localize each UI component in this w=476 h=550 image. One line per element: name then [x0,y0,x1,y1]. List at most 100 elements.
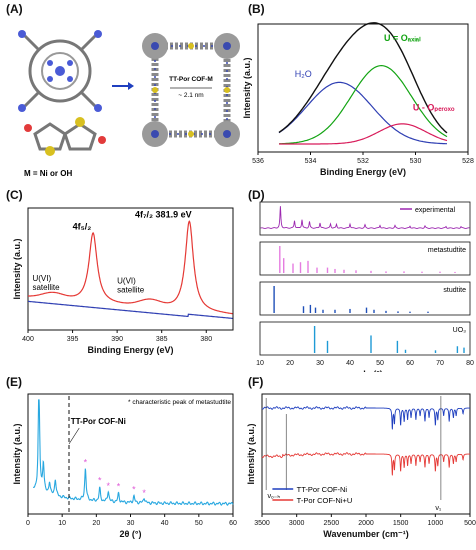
b-series-u-oaxial [278,64,448,145]
panel-d-chart: experimental metastudtite studtite UO₃ 10 20 3… [256,201,474,372]
d-label-studtite: studtite [443,287,466,294]
pore-label: ~ 2.1 nm [178,92,203,99]
c-annotation-4f72: 4f₇/₂ 381.9 eV [135,209,192,219]
panel-c-chart: 400 395 390 385 380 Binding Energy (eV) Intens… [12,207,234,355]
c-x-tick-label: 380 [200,336,212,343]
f-x-axis-label: Wavenumber (cm⁻¹) [323,529,408,539]
d-x-tick-label: 80 [466,360,474,367]
c-x-tick-label: 400 [22,336,34,343]
d-x-tick-label: 60 [406,360,414,367]
f-y-axis-label: Intensity (a.u.) [246,423,256,484]
b-y-axis-label: Intensity (a.u.) [242,57,252,118]
e-x-tick-label: 60 [229,520,237,527]
e-star-marker: * [84,458,88,468]
c-y-axis-label: Intensity (a.u.) [12,238,22,299]
f-x-tick-label: 1500 [393,520,409,527]
e-star-marker: * [98,476,102,486]
d-x-tick-label: 40 [346,360,354,367]
b-x-tick-label: 530 [410,158,422,165]
d-x-tick-label: 70 [436,360,444,367]
d-legend-experimental: experimental [415,207,456,214]
d-label-metastudtite: metastudtite [428,247,466,254]
e-x-tick-label: 20 [92,520,100,527]
arrow-icon [112,82,134,90]
porphyrin-molecule [18,30,102,112]
cof-label: TT-Por COF-M [169,76,213,83]
d-x-tick-label: 10 [256,360,264,367]
b-series-envelope [278,22,448,134]
thiophene-linker [24,117,106,156]
c-annotation-satellite-2b: satellite [117,285,145,294]
e-marker-pointer [68,427,80,445]
panel-b-chart: 536 534 532 530 528 Binding Energy (eV) Intens… [242,22,474,177]
metal-label: M = Ni or OH [24,169,72,178]
b-x-tick-label: 534 [305,158,317,165]
b-series-u-operoxo [279,123,448,145]
d-subplot-frame-uo- [259,321,471,356]
f-x-tick-label: 2500 [324,520,340,527]
e-star-marker: * [107,481,111,491]
panel-e-chart: 0 10 20 30 40 50 60 2θ (°) Intensity (a.u.) TT-Po… [12,393,237,539]
f-series-t-por-cof-ni-u [261,452,470,476]
d-series-experimental [260,206,470,229]
f-x-tick-label: 3000 [289,520,305,527]
d-subplot-frame-experimental [259,201,471,236]
d-x-axis-label: angle (°) [347,369,383,372]
e-series-xrd [32,399,234,506]
f-annotation-vu: ν₁ [435,505,442,512]
b-annotation-u-operoxo: U - Oₚₑᵣₒₓₒ [413,102,455,112]
e-x-tick-label: 0 [26,520,30,527]
d-subplot-frame-studtite [259,281,471,316]
panel-f-chart: 3500 3000 2500 2000 1500 1000 500 Wavenumber (c… [246,393,476,539]
e-star-marker: * [142,488,146,498]
panel-label-b: (B) [248,2,265,16]
c-series-background [28,300,233,319]
e-x-tick-label: 30 [127,520,135,527]
f-series-tt-por-cof-ni [261,406,470,430]
d-label-uo-: UO₃ [453,327,467,334]
c-annotation-satellite-1b: satellite [32,283,60,292]
b-series-h2o [278,81,447,145]
panel-label-c: (C) [6,188,23,202]
f-x-tick-label: 500 [464,520,476,527]
c-annotation-satellite-2: U(VI) [117,276,136,285]
f-legend-t-por-cof-ni-u: T-Por COF-Ni+U [297,496,353,505]
e-star-marker: * [132,484,136,494]
c-annotation-satellite-1: U(VI) [32,274,51,283]
b-annotation-u-oaxial: U = Oₐₓᵢₐₗ [384,33,421,43]
b-plot-frame [257,23,469,153]
e-note: * characteristic peak of metastudtite [128,399,231,406]
f-legend-tt-por-cof-ni: TT-Por COF-Ni [297,485,348,494]
c-x-tick-label: 385 [156,336,168,343]
b-x-tick-label: 528 [462,158,474,165]
b-annotation-h2o: H₂O [295,69,312,79]
panel-label-e: (E) [6,375,22,389]
c-x-axis-label: Binding Energy (eV) [87,345,173,355]
d-x-tick-label: 30 [316,360,324,367]
f-x-tick-label: 3500 [254,520,270,527]
c-x-tick-label: 395 [67,336,79,343]
b-x-axis-label: Binding Energy (eV) [320,167,406,177]
c-plot-frame [27,207,234,331]
c-annotation-4f52: 4f₅/₂ [73,222,92,232]
f-annotation-voh: νₒ₋ₕ [268,493,281,500]
e-y-axis-label: Intensity (a.u.) [12,423,22,484]
e-x-tick-label: 50 [195,520,203,527]
d-subplot-frame-metastudtite [259,241,471,276]
e-x-tick-label: 10 [58,520,66,527]
e-x-axis-label: 2θ (°) [120,529,142,539]
panel-a-structures: M = Ni or OH TT-Por COF-M ~ 2.1 nm [18,30,240,178]
e-marker-label: TT-Por COF-Ni [71,417,126,426]
panel-label-d: (D) [248,188,265,202]
e-star-marker: * [117,481,121,491]
panel-label-a: (A) [6,2,23,16]
d-x-tick-label: 20 [286,360,294,367]
c-series-adsorbed [28,220,233,315]
panel-label-f: (F) [248,375,264,389]
b-x-tick-label: 536 [252,158,264,165]
f-x-tick-label: 2000 [358,520,374,527]
cof-framework [142,33,240,147]
e-x-tick-label: 40 [161,520,169,527]
f-x-tick-label: 1000 [428,520,444,527]
b-x-tick-label: 532 [357,158,369,165]
